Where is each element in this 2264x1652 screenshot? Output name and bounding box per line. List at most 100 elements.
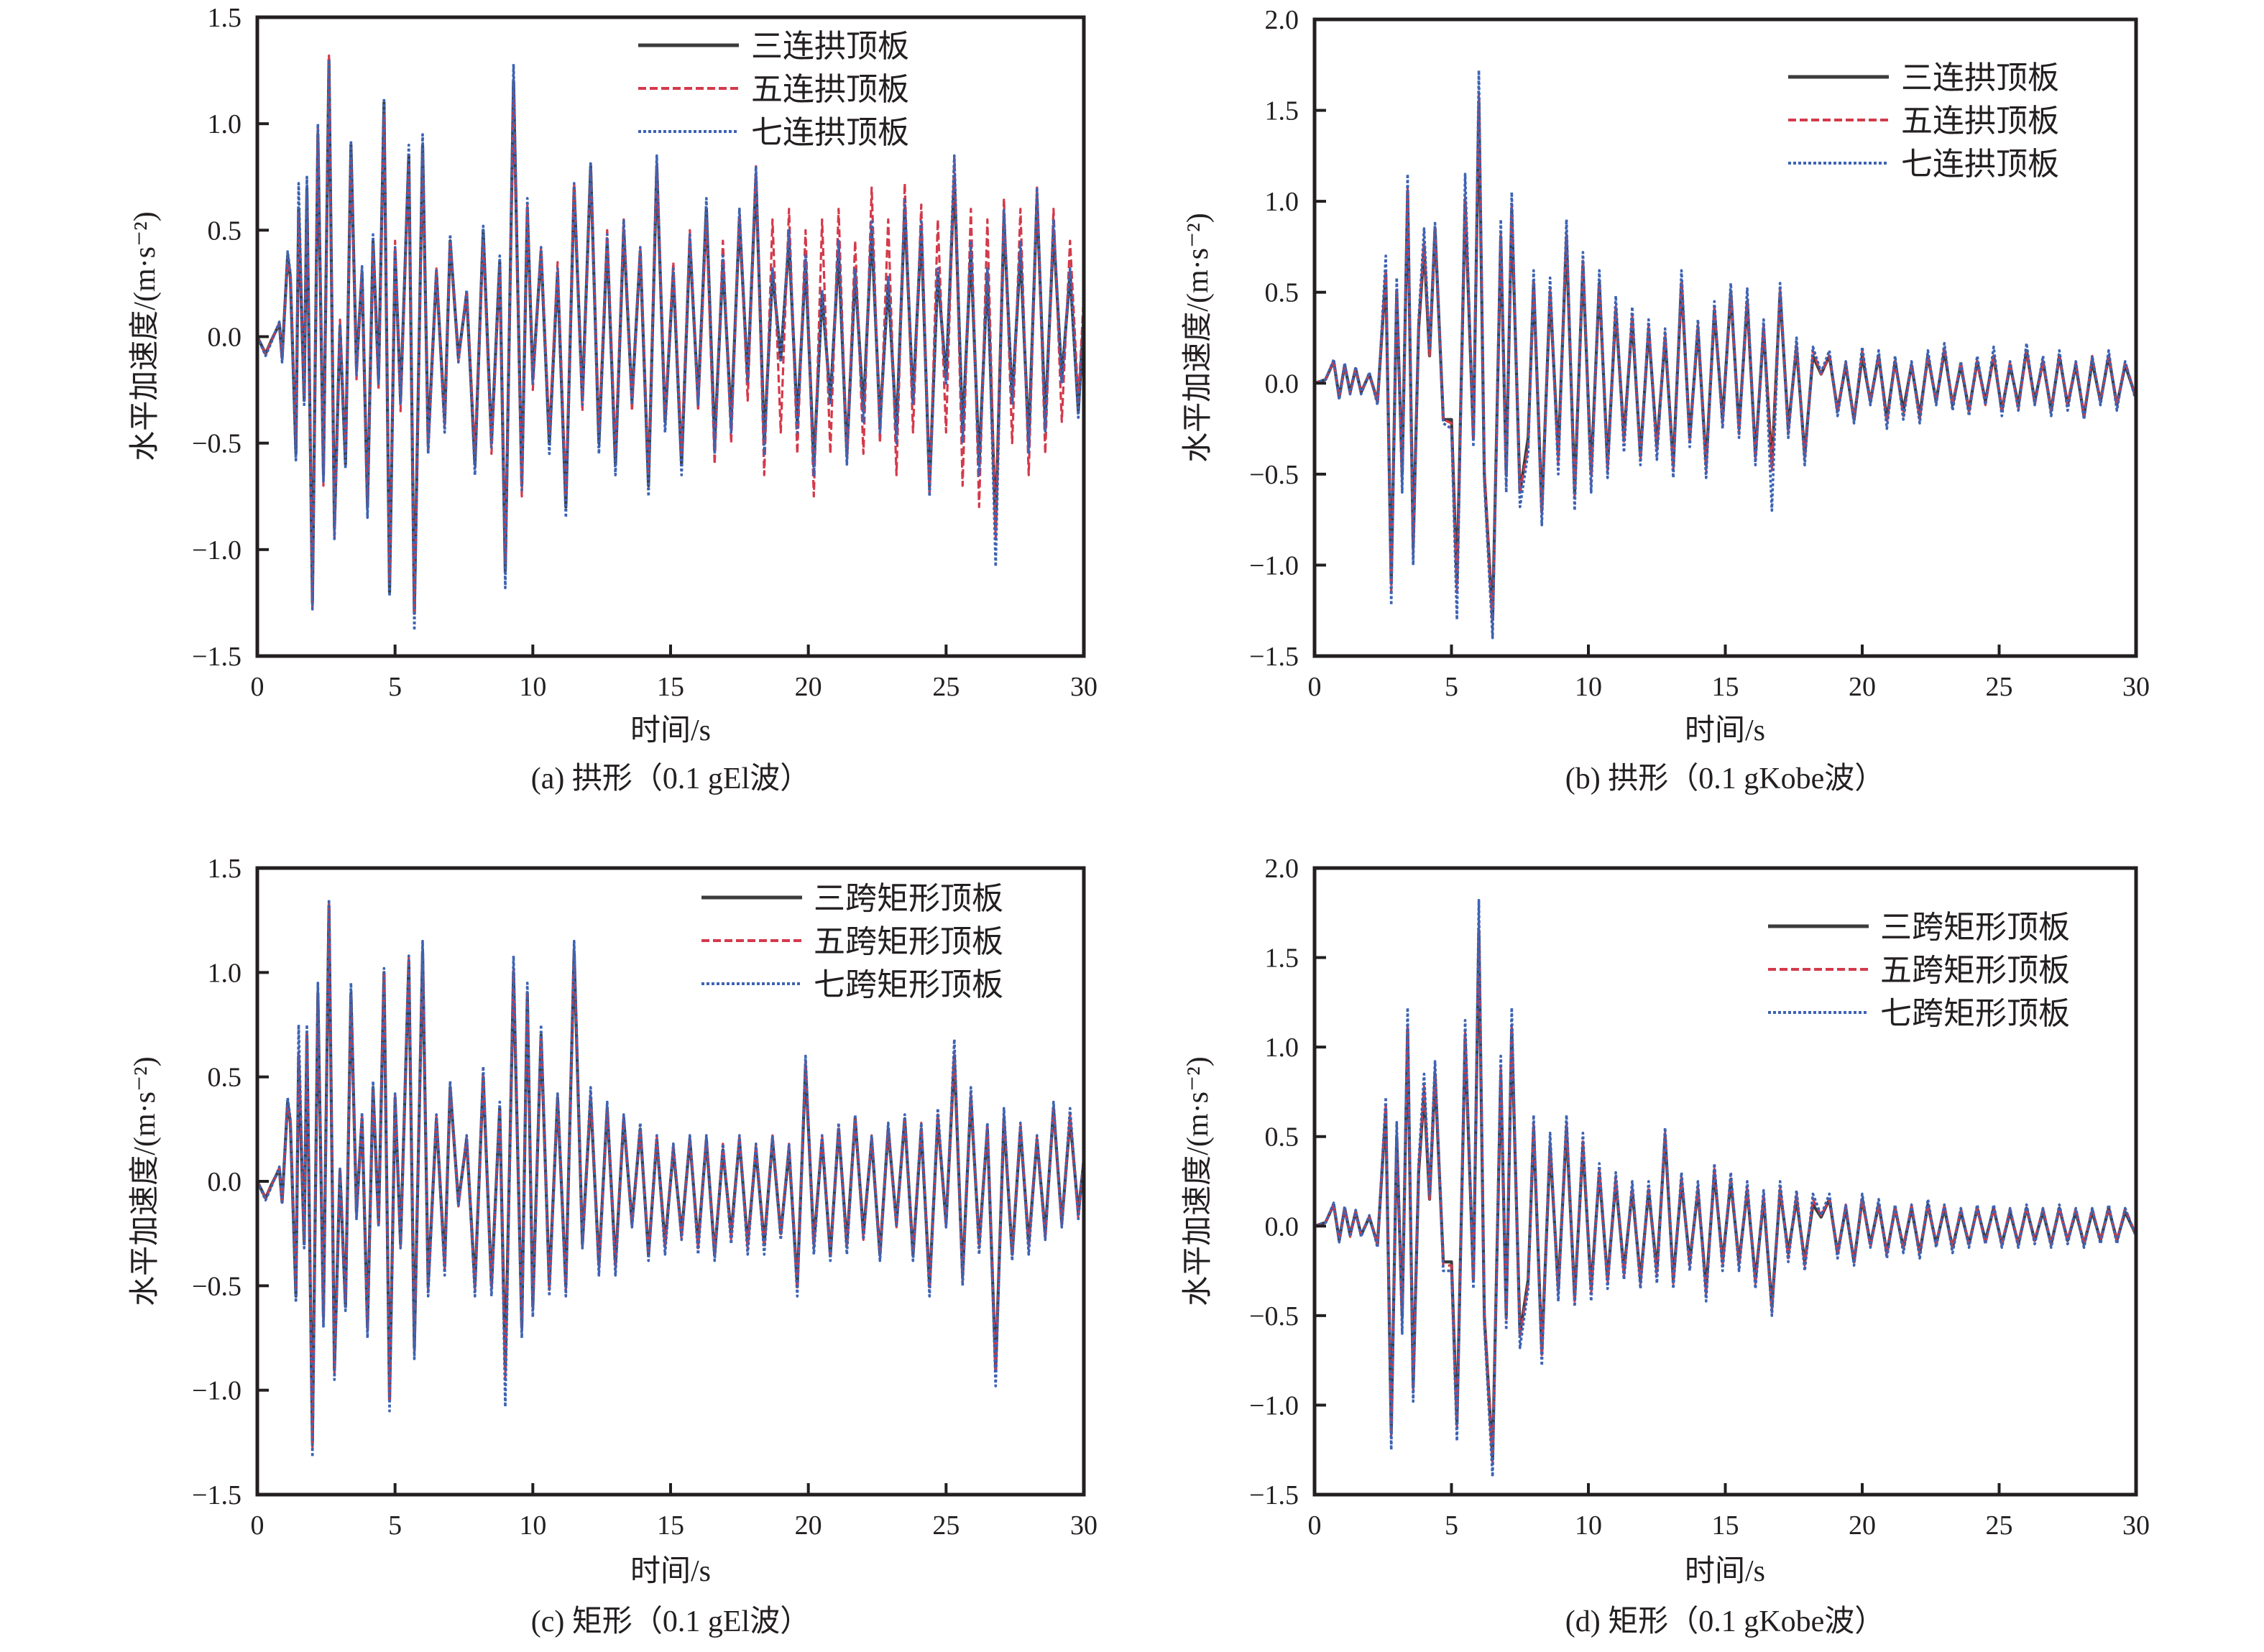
legend: 三跨矩形顶板 五跨矩形顶板 七跨矩形顶板 [1768, 910, 2070, 1031]
x-tick-label: 30 [1070, 1510, 1098, 1541]
panel-caption: (a) 拱形（0.1 gEl波） [531, 762, 810, 795]
x-tick-label: 30 [2122, 1510, 2150, 1541]
y-tick-label: 0.0 [1265, 369, 1299, 399]
x-tick-label: 5 [388, 672, 402, 702]
y-tick-label: 0.5 [208, 1063, 242, 1093]
x-tick-label: 15 [1712, 1510, 1739, 1541]
y-tick-label: 1.0 [208, 109, 242, 139]
legend: 三连拱顶板 五连拱顶板 七连拱顶板 [638, 29, 909, 150]
x-tick-label: 30 [2122, 672, 2150, 702]
x-tick-label: 30 [1070, 672, 1098, 702]
y-axis-label: 水平加速度/(m·s⁻²) [1182, 1056, 1215, 1306]
y-tick-label: 0.0 [1265, 1212, 1299, 1242]
x-tick-label: 0 [251, 1510, 264, 1541]
y-tick-label: −1.0 [1249, 550, 1299, 581]
x-tick-label: 10 [519, 1510, 546, 1541]
series-line-3 [1315, 899, 2136, 1478]
y-tick-label: −1.0 [192, 1376, 241, 1406]
legend-label-series1: 三连拱顶板 [1901, 60, 2059, 96]
x-tick-label: 25 [932, 672, 960, 702]
x-tick-label: 25 [1986, 672, 2013, 702]
x-tick-label: 5 [1445, 672, 1458, 702]
x-tick-label: 0 [1308, 672, 1322, 702]
legend: 三连拱顶板 五连拱顶板 七连拱顶板 [1788, 60, 2059, 182]
x-tick-label: 15 [657, 1510, 684, 1541]
y-tick-label: 1.5 [1265, 96, 1299, 126]
y-tick-label: 0.5 [1265, 1122, 1299, 1153]
legend-label-series3: 七连拱顶板 [1901, 147, 2059, 182]
x-tick-label: 0 [1308, 1510, 1322, 1541]
panel-caption: (d) 矩形（0.1 gKobe波） [1565, 1605, 1885, 1638]
x-tick-label: 5 [388, 1510, 402, 1541]
legend-label-series1: 三跨矩形顶板 [1880, 910, 2070, 945]
panel-c: 0 5 10 15 20 25 30 −1.5 −1.0 −0.5 0.0 0.5 1.0 1.5 时间/… [129, 854, 1098, 1638]
y-tick-label: −0.5 [192, 429, 241, 459]
y-tick-label: −0.5 [1249, 460, 1299, 490]
x-tick-label: 20 [795, 1510, 822, 1541]
y-tick-label: 1.0 [208, 958, 242, 988]
panel-caption: (b) 拱形（0.1 gKobe波） [1565, 762, 1885, 795]
y-tick-label: −1.0 [192, 535, 241, 566]
x-tick-label: 10 [1575, 1510, 1602, 1541]
y-axis-label: 水平加速度/(m·s⁻²) [1182, 213, 1215, 462]
x-tick-label: 15 [657, 672, 684, 702]
y-tick-label: 0.0 [208, 323, 242, 353]
x-tick-label: 25 [1986, 1510, 2013, 1541]
x-axis-label: 时间/s [630, 714, 711, 747]
x-tick-label: 20 [1849, 1510, 1876, 1541]
series-lines [1315, 69, 2136, 640]
legend-label-series1: 三跨矩形顶板 [814, 881, 1003, 916]
y-tick-label: −1.0 [1249, 1390, 1299, 1421]
legend-label-series2: 五跨矩形顶板 [1880, 953, 2070, 988]
series-lines [257, 897, 1084, 1459]
legend-label-series3: 七连拱顶板 [751, 115, 909, 150]
y-tick-label: 1.0 [1265, 187, 1299, 217]
y-tick-label: 0.0 [208, 1167, 242, 1197]
x-tick-label: 0 [251, 672, 264, 702]
legend-label-series2: 五跨矩形顶板 [814, 924, 1003, 959]
plot-area: 0 5 10 15 20 25 30 −1.5 −1.0 −0.5 0.0 0.5 1.0 1.5 2.0 [1249, 5, 2150, 702]
y-tick-label: −1.5 [1249, 1480, 1299, 1510]
panel-b: 0 5 10 15 20 25 30−1.5−1.0−0.50.00.51.01.52.0 … [1182, 5, 2150, 795]
panel-a: 0 5 10 15 20 25 30 −1.5 −1.0 −0.5 0.0 0.5 1.0 1.5 时间/… [129, 3, 1098, 795]
legend-label-series3: 七跨矩形顶板 [1880, 996, 2070, 1031]
y-tick-label: −0.5 [1249, 1301, 1299, 1332]
y-tick-label: 0.5 [208, 216, 242, 246]
x-tick-label: 20 [1849, 672, 1876, 702]
y-axis-label: 水平加速度/(m·s⁻²) [129, 211, 162, 461]
series-lines [1315, 899, 2136, 1478]
y-axis-label: 水平加速度/(m·s⁻²) [129, 1056, 162, 1306]
y-tick-label: −0.5 [192, 1271, 241, 1301]
series-lines [257, 54, 1084, 632]
x-tick-label: 10 [1575, 672, 1602, 702]
y-tick-label: 1.5 [1265, 943, 1299, 974]
y-tick-label: 2.0 [1265, 5, 1299, 35]
x-tick-label: 15 [1712, 672, 1739, 702]
x-axis-label: 时间/s [630, 1555, 711, 1588]
panel-caption: (c) 矩形（0.1 gEl波） [531, 1605, 810, 1638]
x-tick-label: 20 [795, 672, 822, 702]
legend-label-series2: 五连拱顶板 [751, 72, 909, 107]
y-tick-label: 2.0 [1265, 854, 1299, 884]
plot-area: 0 5 10 15 20 25 30 −1.5 −1.0 −0.5 0.0 0.5 1.0 1.5 [192, 3, 1098, 702]
x-tick-label: 5 [1445, 1510, 1458, 1541]
x-tick-label: 25 [932, 1510, 960, 1541]
legend: 三跨矩形顶板 五跨矩形顶板 七跨矩形顶板 [701, 881, 1003, 1002]
y-tick-label: 0.5 [1265, 278, 1299, 308]
y-tick-label: −1.5 [1249, 642, 1299, 672]
panel-d: 0 5 10 15 20 25 30−1.5−1.0−0.50.00.51.01.52.0 … [1182, 854, 2150, 1638]
legend-label-series2: 五连拱顶板 [1901, 103, 2059, 139]
y-tick-label: −1.5 [192, 1480, 241, 1510]
legend-label-series3: 七跨矩形顶板 [814, 967, 1003, 1002]
y-tick-label: 1.0 [1265, 1033, 1299, 1063]
plot-area: 0 5 10 15 20 25 30 −1.5 −1.0 −0.5 0.0 0.5 1.0 1.5 [192, 854, 1098, 1541]
x-tick-label: 10 [519, 672, 546, 702]
y-tick-label: −1.5 [192, 642, 241, 672]
legend-label-series1: 三连拱顶板 [751, 29, 909, 64]
series-line-2 [257, 54, 1084, 615]
x-axis-label: 时间/s [1685, 714, 1765, 747]
series-line-3 [257, 897, 1084, 1459]
x-axis-label: 时间/s [1685, 1555, 1765, 1588]
plot-area: 0 5 10 15 20 25 30 −1.5 −1.0 −0.5 0.0 0.5 1.0 1.5 2.0 [1249, 854, 2150, 1541]
